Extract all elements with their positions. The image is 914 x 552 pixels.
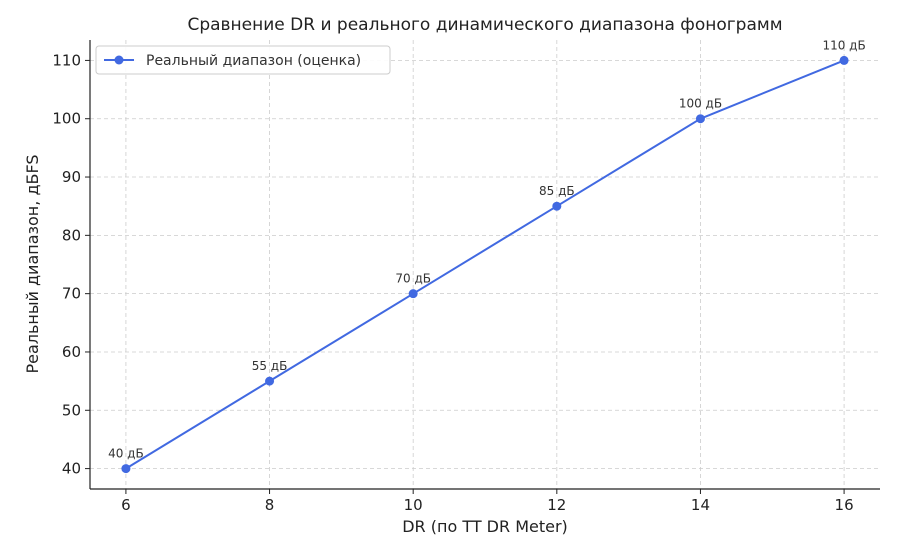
y-tick-label: 70 (62, 285, 81, 303)
y-tick-label: 60 (62, 343, 81, 361)
data-label: 85 дБ (539, 184, 575, 198)
x-axis-label: DR (по TT DR Meter) (402, 517, 568, 536)
legend: Реальный диапазон (оценка) (95, 45, 391, 75)
data-point (552, 201, 562, 211)
data-label: 55 дБ (252, 359, 288, 373)
x-gridlines (125, 40, 845, 489)
x-tick-label: 8 (265, 496, 275, 514)
data-label: 100 дБ (679, 97, 722, 111)
x-tick-label: 12 (547, 496, 566, 514)
y-gridlines (90, 60, 880, 469)
data-label: 110 дБ (822, 38, 865, 52)
chart-title: Сравнение DR и реального динамического д… (187, 15, 782, 35)
y-axis-label: Реальный диапазон, дБFS (23, 154, 42, 373)
y-tick-label: 110 (52, 51, 81, 69)
x-tick-label: 14 (691, 496, 710, 514)
y-tick-label: 100 (52, 110, 81, 128)
data-point (265, 376, 275, 386)
series-line (125, 59, 845, 470)
x-axis-ticks: 6 8 10 12 14 16 (121, 489, 854, 514)
data-label: 40 дБ (108, 447, 144, 461)
data-point (121, 464, 131, 474)
x-tick-label: 6 (121, 496, 131, 514)
legend-entry: Реальный диапазон (оценка) (146, 53, 361, 69)
x-tick-label: 16 (835, 496, 854, 514)
series-real-range: 40 дБ 55 дБ 70 дБ 85 дБ 100 дБ 110 дБ (108, 38, 866, 474)
y-tick-label: 40 (62, 460, 81, 478)
legend-point-marker (114, 55, 124, 65)
legend-box (95, 45, 391, 75)
data-label: 70 дБ (395, 272, 431, 286)
y-axis-ticks: 40 50 60 70 80 90 100 110 (52, 51, 90, 478)
x-tick-label: 10 (404, 496, 423, 514)
y-tick-label: 90 (62, 168, 81, 186)
y-tick-label: 50 (62, 401, 81, 419)
y-tick-label: 80 (62, 226, 81, 244)
data-point (408, 289, 418, 299)
data-point (695, 114, 705, 124)
data-point (839, 55, 849, 65)
data-labels: 40 дБ 55 дБ 70 дБ 85 дБ 100 дБ 110 дБ (108, 38, 866, 460)
data-points (121, 55, 849, 474)
